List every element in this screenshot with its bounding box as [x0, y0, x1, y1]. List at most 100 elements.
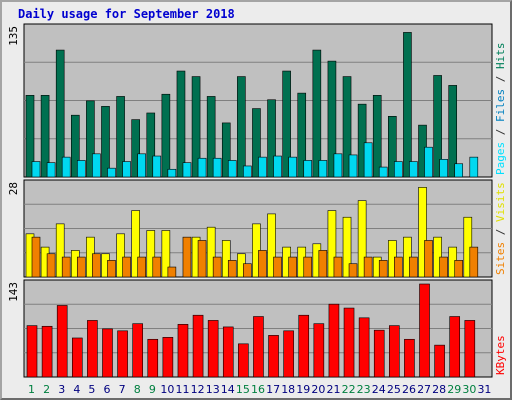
day-label-7: 7: [119, 383, 126, 396]
day-label-21: 21: [326, 383, 340, 396]
bar-kbytes-day-12: [192, 314, 204, 378]
day-label-25: 25: [387, 383, 401, 396]
bar-kbytes-day-18: [283, 330, 294, 378]
bar-pages-day-7: [122, 161, 131, 178]
bar-sites-day-20: [318, 250, 328, 278]
bar-pages-day-28: [439, 159, 448, 178]
bar-sites-day-6: [107, 260, 116, 278]
legend-label-hits-1: /: [494, 122, 507, 142]
bar-visits-day-9: [146, 230, 156, 278]
bar-pages-day-24: [378, 166, 388, 178]
bar-pages-day-27: [424, 146, 433, 178]
day-label-31: 31: [477, 383, 491, 396]
bar-hits-day-28: [433, 75, 442, 178]
bar-sites-day-11: [182, 236, 192, 278]
day-label-12: 12: [191, 383, 205, 396]
bar-pages-day-12: [197, 157, 207, 178]
bar-pages-day-5: [92, 153, 101, 178]
day-label-22: 22: [342, 383, 356, 396]
day-label-18: 18: [281, 383, 295, 396]
bar-kbytes-day-24: [373, 329, 385, 378]
legend-label-visits-0: Sites: [494, 242, 507, 275]
bar-pages-day-30: [469, 156, 479, 178]
bar-sites-day-30: [469, 246, 479, 278]
bar-visits-day-14: [221, 240, 231, 278]
bar-sites-day-22: [348, 263, 358, 278]
chart-title: Daily usage for September 2018: [18, 7, 235, 21]
day-label-1: 1: [28, 383, 35, 396]
bar-kbytes-day-26: [404, 338, 415, 378]
bar-pages-day-6: [107, 167, 116, 178]
bar-hits-day-19: [297, 92, 307, 178]
bar-kbytes-day-8: [132, 323, 143, 378]
bar-sites-day-21: [333, 256, 343, 278]
day-label-15: 15: [236, 383, 250, 396]
bar-pages-day-2: [46, 162, 56, 178]
bar-pages-day-8: [137, 153, 146, 178]
bar-sites-day-10: [167, 266, 177, 278]
legend-label-visits-1: /: [494, 222, 507, 242]
bar-kbytes-day-5: [87, 320, 98, 378]
bar-hits-day-11: [176, 70, 186, 178]
bar-kbytes-day-7: [117, 330, 128, 378]
day-label-24: 24: [372, 383, 386, 396]
bar-sites-day-17: [273, 256, 282, 278]
day-label-10: 10: [160, 383, 174, 396]
bar-sites-day-25: [394, 256, 403, 278]
legend-label-hits-0: Pages: [494, 142, 507, 175]
bar-pages-day-1: [31, 161, 41, 178]
day-label-16: 16: [251, 383, 265, 396]
bar-pages-day-18: [288, 156, 297, 178]
day-label-2: 2: [43, 383, 50, 396]
bar-pages-day-19: [303, 160, 313, 178]
bar-kbytes-day-11: [177, 324, 189, 378]
bar-sites-day-7: [122, 256, 131, 278]
bar-kbytes-day-14: [222, 326, 234, 378]
bar-sites-day-23: [363, 256, 373, 278]
day-label-8: 8: [134, 383, 141, 396]
day-label-26: 26: [402, 383, 416, 396]
bar-hits-day-24: [372, 95, 382, 178]
day-label-5: 5: [88, 383, 95, 396]
bar-kbytes-day-3: [56, 305, 68, 378]
day-label-6: 6: [104, 383, 111, 396]
bar-kbytes-day-17: [268, 335, 279, 378]
bar-hits-day-18: [282, 70, 291, 178]
legend-visits: Sites / Visits: [494, 182, 507, 275]
bar-hits-day-29: [448, 85, 458, 178]
legend-label-visits-2: Visits: [494, 182, 507, 222]
bar-pages-day-11: [182, 162, 192, 178]
day-label-30: 30: [462, 383, 476, 396]
bar-visits-day-10: [161, 230, 171, 278]
bar-kbytes-day-9: [147, 338, 159, 378]
bar-pages-day-21: [333, 153, 343, 178]
bar-kbytes-day-22: [343, 307, 355, 378]
bar-pages-day-17: [273, 155, 282, 178]
bar-visits-day-22: [342, 216, 352, 278]
legend-label-hits-2: Files: [494, 89, 507, 122]
bar-hits-day-3: [55, 49, 65, 178]
legend-hits: Pages / Files / Hits: [494, 43, 507, 176]
bar-sites-day-24: [378, 260, 388, 278]
bar-sites-day-12: [197, 240, 207, 278]
bar-kbytes-day-16: [253, 316, 264, 378]
bar-visits-day-7: [116, 233, 125, 278]
bar-kbytes-day-10: [162, 337, 174, 378]
bar-sites-day-27: [424, 240, 433, 278]
bar-pages-day-3: [61, 156, 71, 178]
y-max-label-kbytes: 143: [7, 282, 20, 302]
bar-hits-day-13: [206, 96, 216, 178]
bar-hits-day-16: [252, 108, 261, 178]
legend-label-hits-4: Hits: [494, 43, 507, 70]
bar-sites-day-19: [303, 256, 313, 278]
bar-hits-day-21: [327, 60, 337, 178]
bar-hits-day-9: [146, 112, 156, 178]
bar-sites-day-9: [152, 256, 162, 278]
day-label-17: 17: [266, 383, 280, 396]
bar-pages-day-25: [394, 161, 403, 178]
bar-hits-day-7: [116, 96, 125, 178]
y-max-label-hits: 135: [7, 26, 20, 46]
bar-kbytes-day-27: [419, 283, 430, 378]
bar-sites-day-28: [439, 256, 448, 278]
bar-kbytes-day-2: [41, 325, 53, 378]
